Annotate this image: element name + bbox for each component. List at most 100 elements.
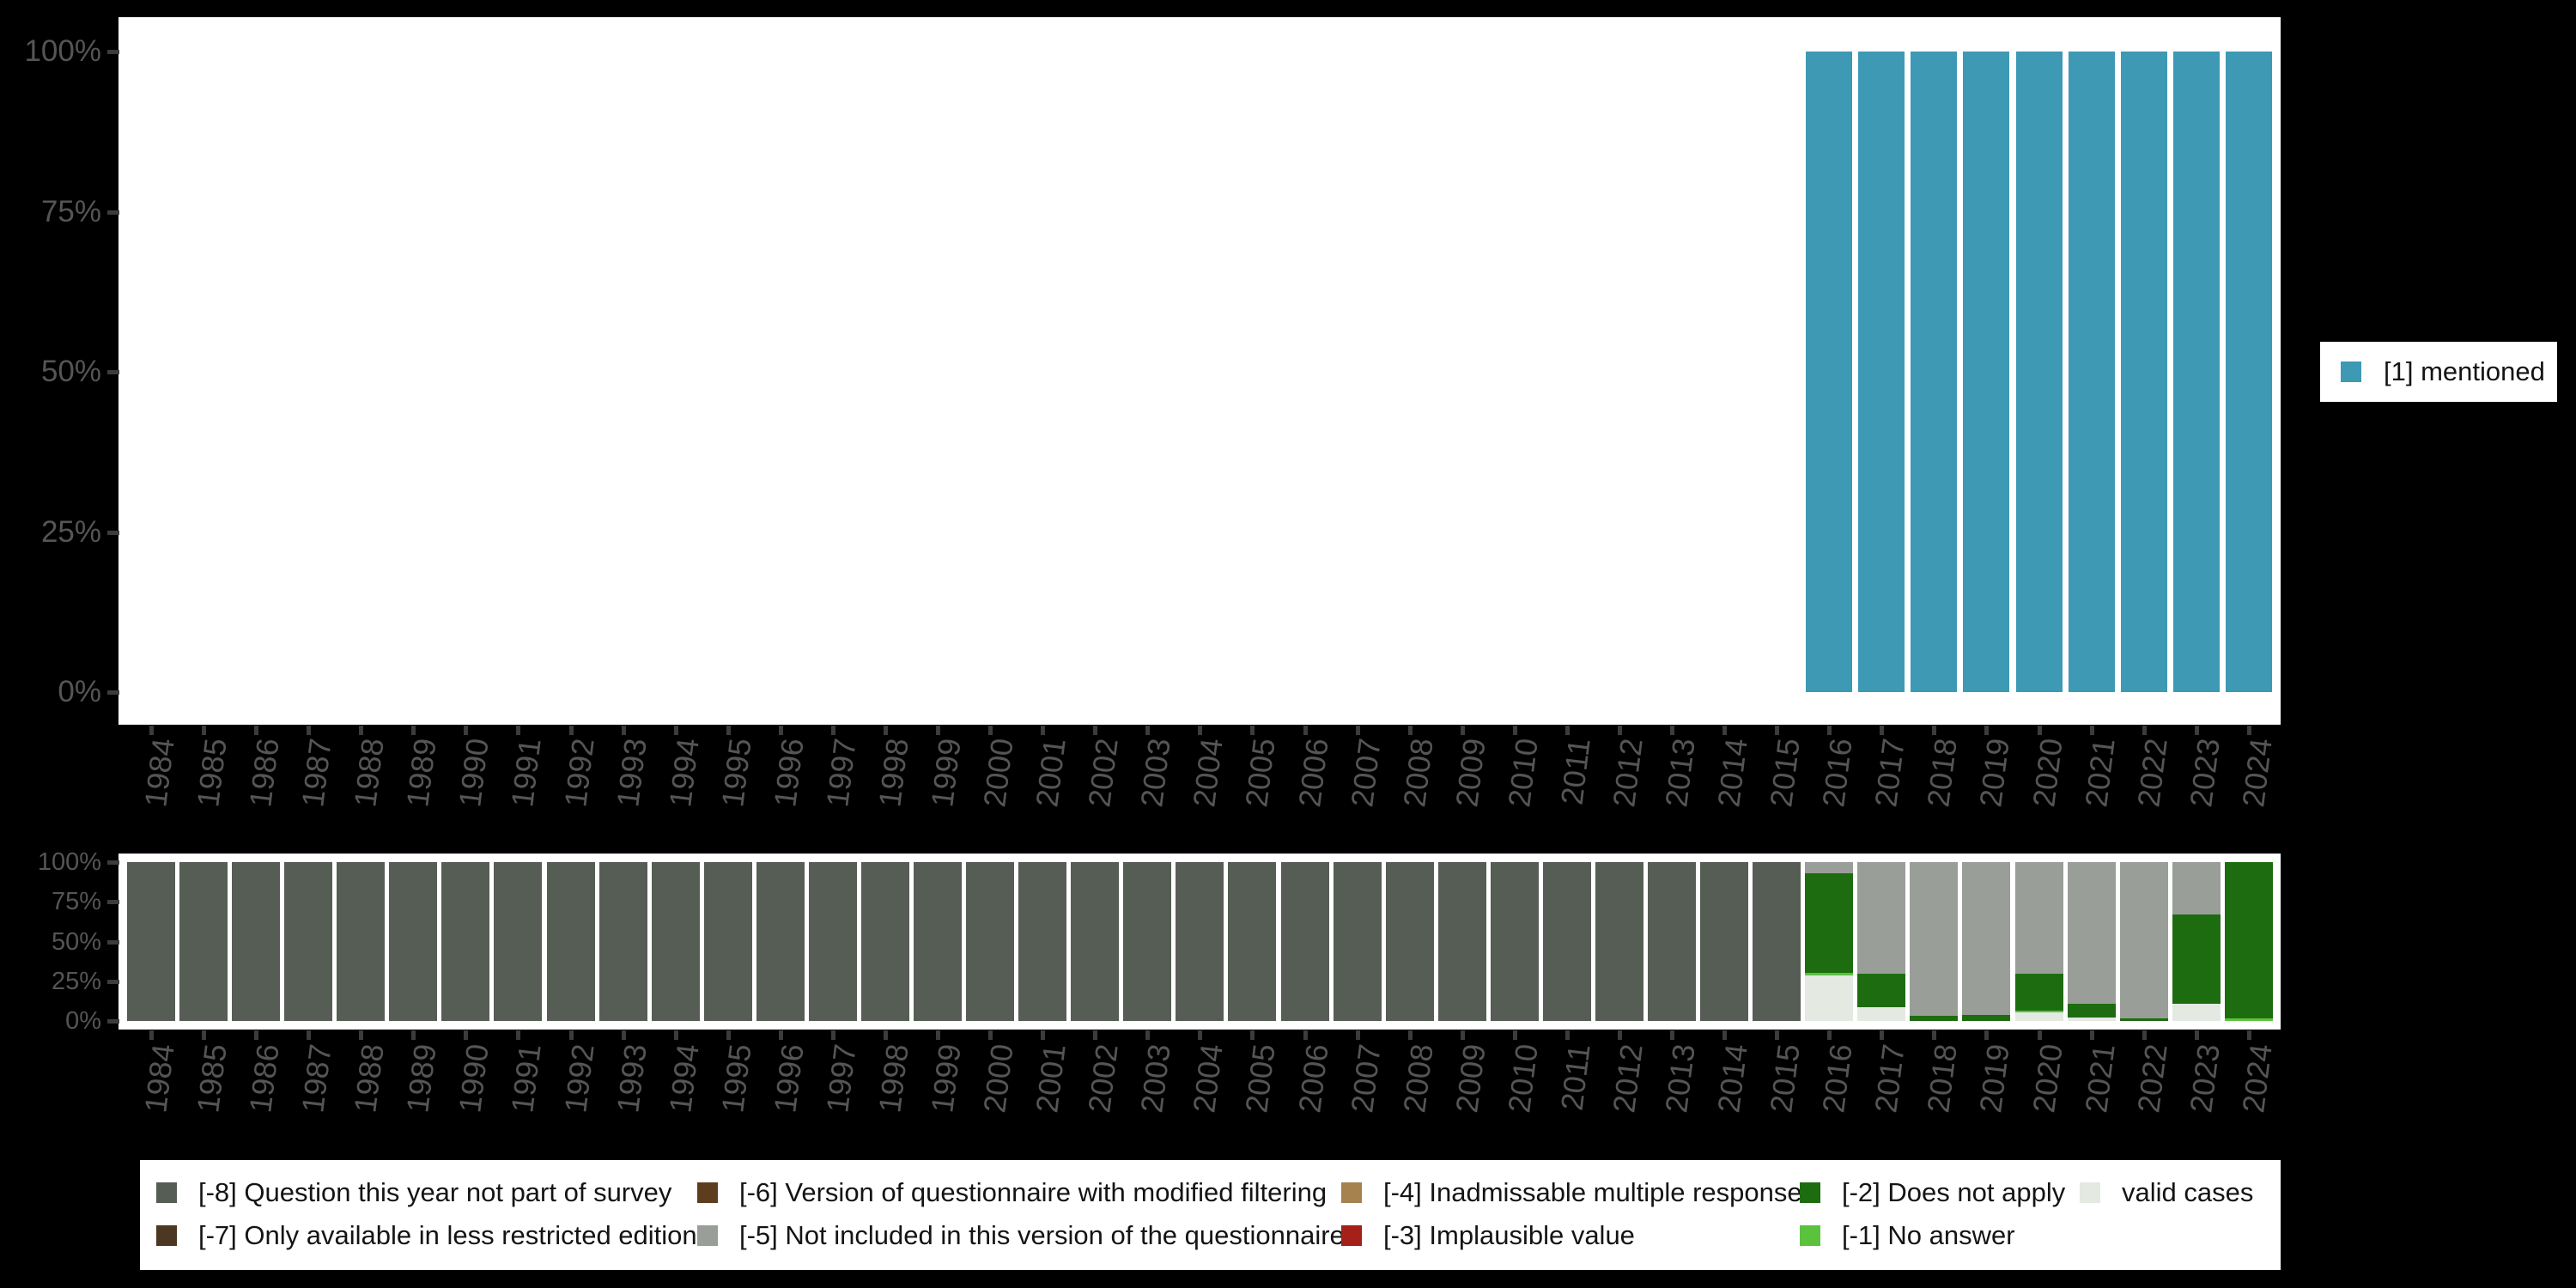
bar-segment: [1911, 52, 1958, 692]
bar-segment: [1910, 1016, 1959, 1021]
x-tick-label: 1991: [504, 736, 549, 810]
x-tick: [883, 1030, 888, 1040]
x-tick: [2142, 726, 2147, 735]
x-tick-label: 1992: [556, 736, 601, 810]
x-tick: [1775, 726, 1780, 735]
bar-segment: [1805, 862, 1854, 873]
x-tick: [778, 726, 783, 735]
x-tick: [359, 1030, 364, 1040]
bar-segment: [494, 862, 543, 1021]
x-tick: [673, 726, 678, 735]
bar-segment: [1805, 975, 1854, 1021]
x-tick-label: 1997: [819, 736, 863, 810]
bar-segment: [1123, 862, 1172, 1021]
bar-segment: [1490, 862, 1539, 1021]
y-tick: [107, 50, 119, 54]
bar-segment: [1228, 862, 1277, 1021]
missing-values-legend: [-8] Question this year not part of surv…: [140, 1160, 2281, 1270]
x-tick: [1564, 726, 1570, 735]
mentioned-legend-swatch: [2341, 361, 2361, 382]
x-tick-label: 1995: [714, 736, 758, 810]
x-tick: [830, 1030, 835, 1040]
x-tick-label: 2001: [1029, 1042, 1072, 1115]
y-tick: [107, 690, 119, 695]
x-tick: [1460, 726, 1465, 735]
x-tick-label: 1992: [556, 1042, 601, 1115]
x-tick: [1303, 726, 1308, 735]
x-tick: [1460, 1030, 1465, 1040]
x-tick: [1617, 1030, 1622, 1040]
y-tick-label: 75%: [40, 194, 101, 228]
bar-segment: [232, 862, 281, 1021]
y-tick: [107, 210, 119, 215]
bar-segment: [808, 862, 857, 1021]
bar-segment: [1753, 862, 1801, 1021]
x-tick-label: 2001: [1029, 736, 1072, 810]
y-tick: [107, 860, 119, 865]
x-tick: [726, 726, 731, 735]
legend-item-label: [-2] Does not apply: [1842, 1177, 2066, 1207]
legend-item-label: [-5] Not included in this version of the…: [739, 1220, 1345, 1250]
x-tick: [254, 1030, 259, 1040]
x-tick: [1932, 726, 1937, 735]
y-tick: [107, 1019, 119, 1024]
x-tick: [411, 1030, 416, 1040]
x-tick: [1512, 726, 1517, 735]
x-tick-label: 2014: [1710, 1042, 1754, 1115]
legend-swatch: [156, 1225, 177, 1246]
x-tick-label: 2007: [1343, 736, 1388, 810]
bar-segment: [389, 862, 438, 1021]
x-tick: [1932, 1030, 1937, 1040]
y-tick-label: 25%: [40, 514, 101, 549]
x-tick-label: 2007: [1343, 1042, 1388, 1115]
legend-item-label: [-1] No answer: [1842, 1220, 2015, 1250]
bar-segment: [1018, 862, 1067, 1021]
legend-swatch: [697, 1225, 718, 1246]
x-tick-label: 2020: [2025, 736, 2069, 810]
x-tick-label: 2004: [1186, 736, 1230, 810]
x-tick-label: 2023: [2182, 736, 2227, 810]
bar-segment: [1805, 872, 1854, 973]
x-tick: [1984, 726, 1990, 735]
x-tick-label: 2008: [1395, 1042, 1440, 1115]
x-tick-label: 2013: [1658, 736, 1702, 810]
legend-swatch: [1341, 1182, 1362, 1203]
x-tick-label: 2010: [1501, 736, 1545, 810]
bar-segment: [756, 862, 805, 1021]
x-tick: [2246, 726, 2251, 735]
x-tick-label: 2019: [1972, 1042, 2017, 1115]
x-tick: [778, 1030, 783, 1040]
x-tick-label: 2023: [2182, 1042, 2227, 1115]
x-tick: [307, 726, 312, 735]
x-tick: [2037, 1030, 2042, 1040]
y-tick: [107, 370, 119, 374]
bar-segment: [2172, 914, 2221, 1004]
x-tick: [1722, 1030, 1728, 1040]
bar-segment: [1385, 862, 1434, 1021]
bar-segment: [1700, 862, 1749, 1021]
x-tick-label: 2002: [1081, 1042, 1125, 1115]
x-tick: [883, 726, 888, 735]
x-tick-label: 1987: [295, 1042, 338, 1115]
x-tick-label: 1993: [609, 736, 653, 810]
bar-segment: [1648, 862, 1697, 1021]
x-tick: [307, 1030, 312, 1040]
y-tick-label: 25%: [51, 967, 101, 995]
x-tick: [1355, 726, 1360, 735]
x-tick: [2089, 1030, 2094, 1040]
bar-segment: [2014, 1010, 2063, 1012]
x-tick: [1355, 1030, 1360, 1040]
legend-swatch: [1800, 1225, 1820, 1246]
x-tick-label: 2008: [1395, 736, 1440, 810]
x-tick-label: 2019: [1972, 736, 2017, 810]
x-tick-label: 2011: [1553, 736, 1597, 807]
x-tick: [936, 1030, 941, 1040]
legend-item-label: valid cases: [2122, 1177, 2254, 1207]
x-tick-label: 2006: [1291, 736, 1335, 810]
x-tick-label: 2000: [976, 736, 1020, 810]
x-tick-label: 1999: [924, 1042, 968, 1115]
x-tick-label: 1984: [137, 1042, 181, 1115]
legend-swatch: [156, 1182, 177, 1203]
x-tick-label: 2016: [1815, 1042, 1859, 1115]
